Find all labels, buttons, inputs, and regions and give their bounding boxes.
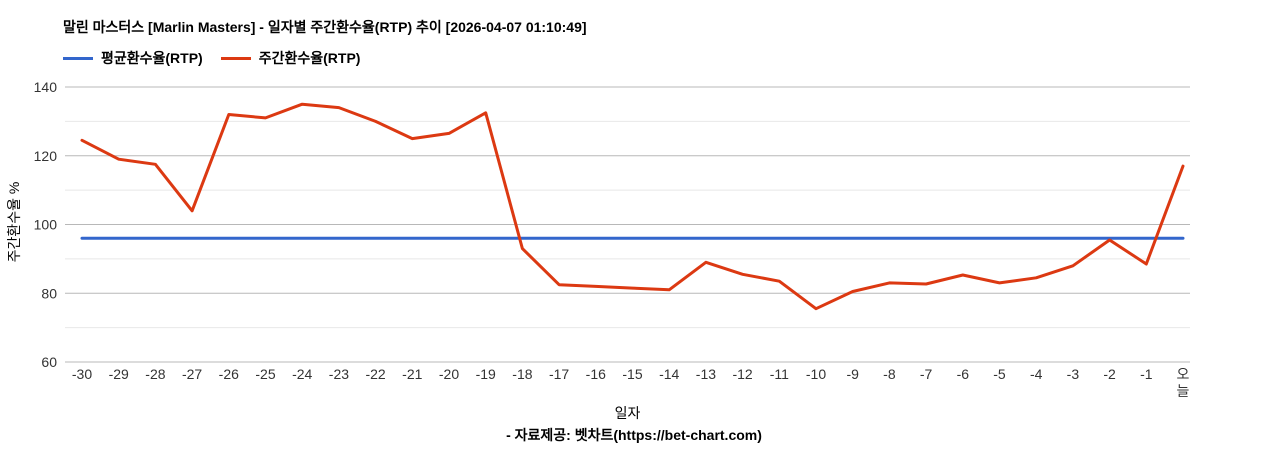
x-tick-label: -29 xyxy=(109,366,129,382)
x-tick-label: -30 xyxy=(72,366,92,382)
weekly-line-swatch-icon xyxy=(220,56,251,60)
x-tick-label: -27 xyxy=(182,366,202,382)
x-tick-label: -9 xyxy=(846,366,859,382)
x-tick-label: -6 xyxy=(957,366,970,382)
x-tick-label: -4 xyxy=(1030,366,1043,382)
chart-legend: 평균환수율(RTP) 주간환수율(RTP) xyxy=(63,48,360,68)
x-tick-label: -25 xyxy=(255,366,275,382)
source-footer: - 자료제공: 벳차트(https://bet-chart.com) xyxy=(506,427,762,443)
x-tick-label: -21 xyxy=(402,366,422,382)
x-tick-label: -17 xyxy=(549,366,569,382)
x-tick-label: -16 xyxy=(586,366,606,382)
average-line-swatch-icon xyxy=(63,56,93,60)
y-tick-label: 120 xyxy=(34,148,58,164)
x-tick-label: -1 xyxy=(1140,366,1153,382)
legend-label-weekly: 주간환수율(RTP) xyxy=(258,50,361,66)
legend-item-weekly[interactable]: 주간환수율(RTP) xyxy=(220,48,361,68)
x-tick-label: -2 xyxy=(1103,366,1116,382)
x-tick-label: -10 xyxy=(806,366,826,382)
x-tick-label: -3 xyxy=(1067,366,1080,382)
x-tick-label: -8 xyxy=(883,366,896,382)
legend-item-average[interactable]: 평균환수율(RTP) xyxy=(63,48,203,68)
x-tick-label: -11 xyxy=(770,366,789,382)
x-tick-label: -26 xyxy=(219,366,239,382)
x-tick-label: -13 xyxy=(696,366,716,382)
chart-title: 말린 마스터스 [Marlin Masters] - 일자별 주간환수율(RTP… xyxy=(63,19,587,35)
x-tick-label: -19 xyxy=(476,366,496,382)
x-tick-label: -14 xyxy=(659,366,679,382)
x-tick-label: -23 xyxy=(329,366,349,382)
y-tick-label: 140 xyxy=(34,79,58,95)
x-tick-label: -5 xyxy=(993,366,1006,382)
x-tick-label: -20 xyxy=(439,366,459,382)
x-tick-label: -24 xyxy=(292,366,312,382)
x-tick-label: -7 xyxy=(920,366,933,382)
x-tick-label: -15 xyxy=(622,366,642,382)
series-line-weekly[interactable] xyxy=(80,102,1185,311)
y-tick-label: 80 xyxy=(41,285,57,301)
y-tick-label: 60 xyxy=(41,354,57,370)
x-tick-label: -28 xyxy=(145,366,165,382)
y-tick-label: 100 xyxy=(34,217,58,233)
legend-label-average: 평균환수율(RTP) xyxy=(101,50,203,66)
x-axis-title: 일자 xyxy=(614,405,641,421)
x-tick-label: -12 xyxy=(732,366,752,382)
x-tick-label: -22 xyxy=(365,366,385,382)
x-tick-label: -18 xyxy=(512,366,532,382)
y-axis-title: 주간환수율 % xyxy=(6,181,22,263)
